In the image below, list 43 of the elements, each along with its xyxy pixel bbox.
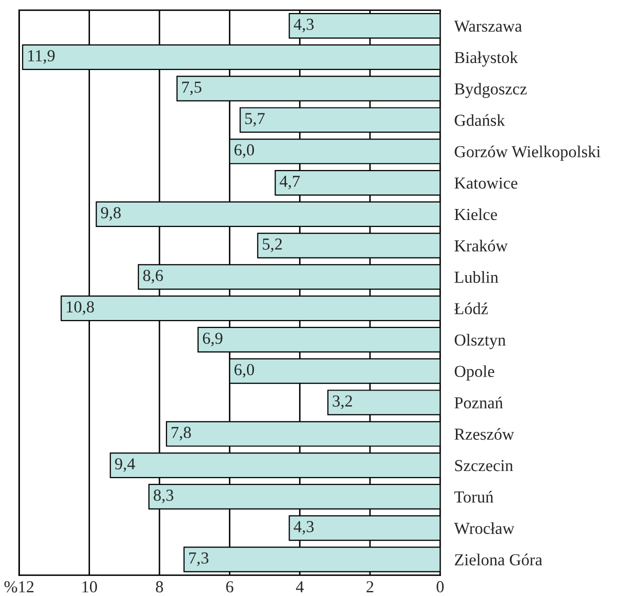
data-label: 5,2 [262, 238, 282, 252]
data-label: 4,3 [294, 18, 314, 32]
y-tick-label: Gorzów Wielkopolski [454, 146, 600, 161]
x-tick-label: 0 [436, 581, 444, 592]
data-label: 4,3 [294, 521, 314, 535]
y-tick-label: Kielce [454, 208, 497, 220]
y-tick-label: Kraków [454, 240, 508, 252]
data-label: 8,6 [143, 270, 163, 284]
y-tick-label: Lublin [454, 271, 498, 283]
y-tick-label: Zielona Góra [454, 554, 542, 566]
y-tick-label: Poznań [454, 396, 503, 408]
y-tick-label: Szczecin [455, 460, 514, 472]
y-tick-label: Białystok [454, 51, 518, 67]
y-tick-label: Toruń [454, 490, 494, 503]
data-label: 11,9 [28, 50, 55, 64]
data-label: 9,8 [101, 207, 121, 221]
y-tick-label: Katowice [454, 178, 518, 189]
data-label: 9,4 [115, 458, 136, 472]
y-tick-label: Wrocław [454, 522, 514, 534]
y-tick-label: Opole [454, 365, 494, 380]
data-label: 10,8 [66, 301, 94, 315]
data-label: 6,9 [202, 332, 222, 346]
y-tick-label: Rzeszów [454, 428, 514, 440]
data-label: 7,8 [172, 426, 191, 440]
x-tick-label: 8 [156, 581, 163, 592]
data-label: 4,7 [280, 176, 300, 190]
data-label: 6,0 [234, 364, 254, 378]
data-label: 7,5 [182, 82, 202, 96]
x-tick-label: 6 [226, 581, 234, 592]
y-tick-label: Gdańsk [454, 114, 505, 126]
y-tick-label: Warszawa [454, 20, 522, 32]
x-tick-label: 4 [296, 581, 304, 592]
data-label: 8,3 [154, 490, 174, 504]
data-label: 7,3 [189, 552, 208, 566]
data-label: 6,0 [234, 144, 254, 158]
y-tick-label: Bydgoszcz [454, 82, 527, 98]
x-tick-label: 10 [82, 581, 97, 592]
data-label: 3,2 [332, 395, 352, 410]
x-tick-label: 2 [366, 581, 374, 592]
data-label: 5,7 [245, 113, 265, 127]
y-tick-label: Olsztyn [454, 334, 506, 350]
y-tick-label: Łódź [454, 302, 488, 314]
x-tick-label: %12 [4, 581, 34, 592]
